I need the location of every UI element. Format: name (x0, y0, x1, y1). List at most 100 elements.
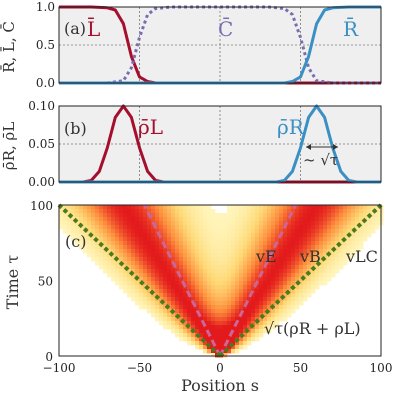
heat-cell (335, 205, 340, 210)
heat-cell (307, 273, 312, 278)
heat-cell (143, 253, 148, 258)
heat-cell (107, 273, 112, 278)
heat-cell (275, 273, 280, 278)
heat-cell (307, 209, 312, 214)
heat-cell (299, 301, 304, 306)
heat-cell (75, 241, 80, 246)
heat-cell (123, 257, 128, 262)
heat-cell (279, 265, 284, 270)
heat-cell (267, 305, 272, 310)
heat-cell (99, 257, 104, 262)
heat-cell (119, 257, 124, 262)
heat-cell (335, 265, 340, 270)
heat-cell (175, 233, 180, 238)
heat-cell (239, 209, 244, 214)
heat-cell (199, 321, 204, 326)
heat-cell (171, 305, 176, 310)
heat-cell (215, 245, 220, 250)
heat-cell (179, 281, 184, 286)
heat-cell (231, 237, 236, 242)
heat-cell (271, 313, 276, 318)
heat-cell (255, 285, 260, 290)
heat-cell (235, 341, 240, 346)
heat-cell (371, 221, 376, 226)
heat-cell (187, 337, 192, 342)
heat-cell (239, 317, 244, 322)
x-tick-label: 50 (293, 361, 308, 375)
heat-cell (299, 209, 304, 214)
heat-cell (339, 205, 344, 210)
heat-cell (95, 225, 100, 230)
heat-cell (223, 285, 228, 290)
heat-cell (135, 261, 140, 266)
heat-cell (255, 229, 260, 234)
heat-cell (255, 305, 260, 310)
heat-cell (295, 273, 300, 278)
heat-cell (291, 257, 296, 262)
heat-cell (287, 217, 292, 222)
heat-cell (139, 269, 144, 274)
heat-cell (283, 297, 288, 302)
heat-cell (227, 317, 232, 322)
heat-cell (103, 253, 108, 258)
heat-cell (195, 257, 200, 262)
heat-cell (231, 209, 236, 214)
heat-cell (291, 289, 296, 294)
heat-cell (199, 293, 204, 298)
heat-cell (239, 245, 244, 250)
heat-cell (311, 237, 316, 242)
heat-cell (259, 253, 264, 258)
heat-cell (211, 337, 216, 342)
heat-cell (227, 301, 232, 306)
heat-cell (135, 241, 140, 246)
heat-cell (211, 253, 216, 258)
heat-cell (195, 277, 200, 282)
heat-cell (319, 221, 324, 226)
heat-cell (143, 261, 148, 266)
heat-cell (151, 285, 156, 290)
heat-cell (199, 317, 204, 322)
heat-cell (159, 281, 164, 286)
heat-cell (315, 241, 320, 246)
heat-cell (195, 305, 200, 310)
heat-cell (219, 285, 224, 290)
heat-cell (111, 269, 116, 274)
heat-cell (203, 265, 208, 270)
heat-cell (59, 225, 64, 230)
y-tick-label: 50 (38, 275, 53, 289)
heat-cell (275, 217, 280, 222)
heat-cell (131, 269, 136, 274)
heat-cell (127, 221, 132, 226)
heat-cell (127, 253, 132, 258)
heat-cell (239, 241, 244, 246)
heat-cell (315, 213, 320, 218)
heat-cell (187, 213, 192, 218)
heat-cell (235, 229, 240, 234)
heat-cell (363, 237, 368, 242)
heat-cell (251, 333, 256, 338)
heat-cell (255, 273, 260, 278)
heat-cell (99, 225, 104, 230)
heat-cell (67, 221, 72, 226)
heat-cell (271, 281, 276, 286)
heat-cell (263, 209, 268, 214)
heat-cell (199, 325, 204, 330)
panel-a-frame (58, 6, 382, 84)
heat-cell (167, 301, 172, 306)
heat-cell (143, 281, 148, 286)
heat-cell (303, 237, 308, 242)
heat-cell (127, 289, 132, 294)
heat-cell (159, 289, 164, 294)
heat-cell (279, 293, 284, 298)
heat-cell (151, 249, 156, 254)
heat-cell (223, 265, 228, 270)
heat-cell (175, 301, 180, 306)
legend-C: C̄ (218, 16, 233, 41)
heat-cell (327, 213, 332, 218)
heat-cell (171, 229, 176, 234)
heat-cell (131, 237, 136, 242)
heat-cell (259, 301, 264, 306)
heat-cell (331, 217, 336, 222)
heat-cell (123, 289, 128, 294)
heat-cell (227, 205, 232, 210)
